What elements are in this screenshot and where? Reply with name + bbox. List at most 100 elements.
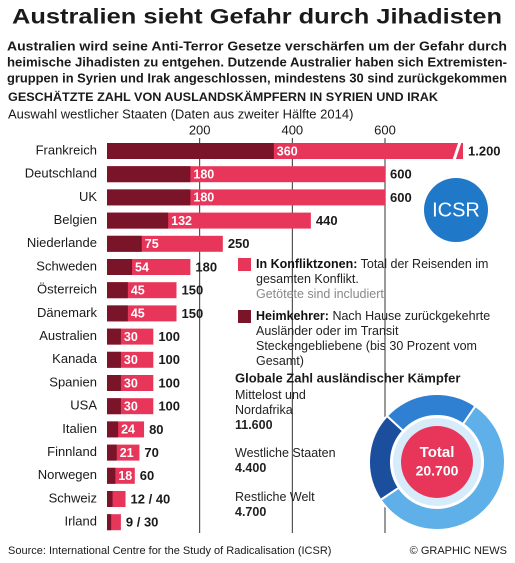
category-label: Frankreich [36,142,97,157]
value-label: 180 [193,167,214,181]
legend-name: Heimkehrer: [256,309,329,323]
legend-swatch [238,258,251,271]
category-label: Schweden [36,258,97,273]
legend-text: Nach Hause zurückgekehrte Ausländer oder… [256,309,491,368]
credit: © GRAPHIC NEWS [410,545,507,557]
value-label: 250 [228,236,250,251]
bar [107,259,133,275]
bar-break [452,141,462,161]
category-label: Österreich [37,282,97,297]
category-label: Finnland [47,444,97,459]
value-label: 30 [124,330,138,344]
category-label: Schweiz [49,490,97,505]
bar [107,143,274,159]
bar [107,514,112,531]
category-label: Deutschland [25,166,97,181]
bar [107,375,121,391]
category-label: Australien [39,328,97,343]
bar [107,491,113,507]
bar [107,421,119,438]
bar [107,282,128,299]
value-label: 45 [131,307,145,321]
pie-label: Mittelost und Nordafrika 11.600 [235,388,355,433]
x-tick-label: 400 [281,122,303,137]
value-label: 600 [390,190,412,205]
x-tick-label: 600 [374,122,396,137]
pie-value: 11.600 [235,418,273,432]
value-label: 30 [124,399,138,413]
value-label: 24 [121,423,135,437]
value-label: 150 [182,283,204,298]
value-label: 360 [277,144,298,158]
category-label: Belgien [54,212,97,227]
total-value: 20.700 [416,463,459,479]
donut-segment [385,393,477,433]
value-label: 12 / 40 [131,491,171,506]
bar [107,444,117,461]
category-label: Italien [62,421,97,436]
total-label: Total [420,444,455,461]
category-label: Spanien [49,374,97,389]
total-circle [401,426,473,498]
value-label: 100 [158,399,180,414]
logo-circle [424,178,488,242]
pie-value: 4.700 [235,505,267,519]
value-label: 60 [140,468,154,483]
value-label: 75 [145,237,159,251]
value-label: 180 [195,259,217,274]
x-tick-label: 200 [189,122,211,137]
pie-category: Restliche Welt [235,490,315,504]
bar [107,398,121,415]
title: Australien sieht Gefahr durch Jihadisten [12,6,502,29]
legend-entry: Heimkehrer: Nach Hause zurückgekehrte Au… [256,309,501,369]
donut-segment [379,404,506,531]
legend-entry: In Konfliktzonen: Total der Reisenden im… [256,257,501,302]
value-label: 100 [158,375,180,390]
bar [107,212,169,229]
subtitle-line: heimische Jihadisten zu entgehen. Dutzen… [7,55,507,69]
value-label: 70 [144,445,158,460]
bar [107,189,191,206]
category-label: Norwegen [38,467,97,482]
legend-swatch [238,310,251,323]
pie-category: Mittelost und Nordafrika [235,388,306,417]
category-label: USA [70,398,97,413]
bar [107,235,142,252]
bar [107,351,121,368]
source: Source: International Centre for the Stu… [8,545,331,557]
pie-value: 4.400 [235,461,267,475]
bar [107,328,121,345]
value-label: 100 [158,352,180,367]
value-label: 9 / 30 [126,515,159,530]
value-label: 30 [124,353,138,367]
legend-text: Total der Reisenden im gesamten Konflikt… [256,257,489,286]
category-label: Niederlande [27,235,97,250]
pie-label: Westliche Staaten 4.400 [235,446,355,476]
value-label: 30 [124,376,138,390]
pie-category: Westliche Staaten [235,446,336,460]
category-label: Irland [64,514,97,529]
pie-label: Restliche Welt 4.700 [235,490,355,520]
bar [107,166,191,183]
value-label: 600 [390,167,412,182]
category-label: UK [79,189,97,204]
logo-text: ICSR [432,199,480,221]
value-label: 18 [118,469,132,483]
value-label: 132 [171,214,192,228]
subtitle-line: gruppen in Syrien und Irak angeschlossen… [7,71,507,85]
value-label: 150 [182,306,204,321]
subtitle-line: Australien wird seine Anti-Terror Gesetz… [7,39,507,53]
value-label: 180 [193,191,214,205]
value-label: 45 [131,283,145,297]
value-label: 440 [316,213,338,228]
value-label: 80 [149,422,163,437]
bar [107,305,128,322]
pie-title: Globale Zahl ausländischer Kämpfer [235,370,460,385]
category-label: Kanada [52,351,98,366]
value-label: 21 [120,446,134,460]
category-label: Dänemark [37,305,97,320]
value-label: 100 [158,329,180,344]
value-label: 1.200 [468,143,501,158]
